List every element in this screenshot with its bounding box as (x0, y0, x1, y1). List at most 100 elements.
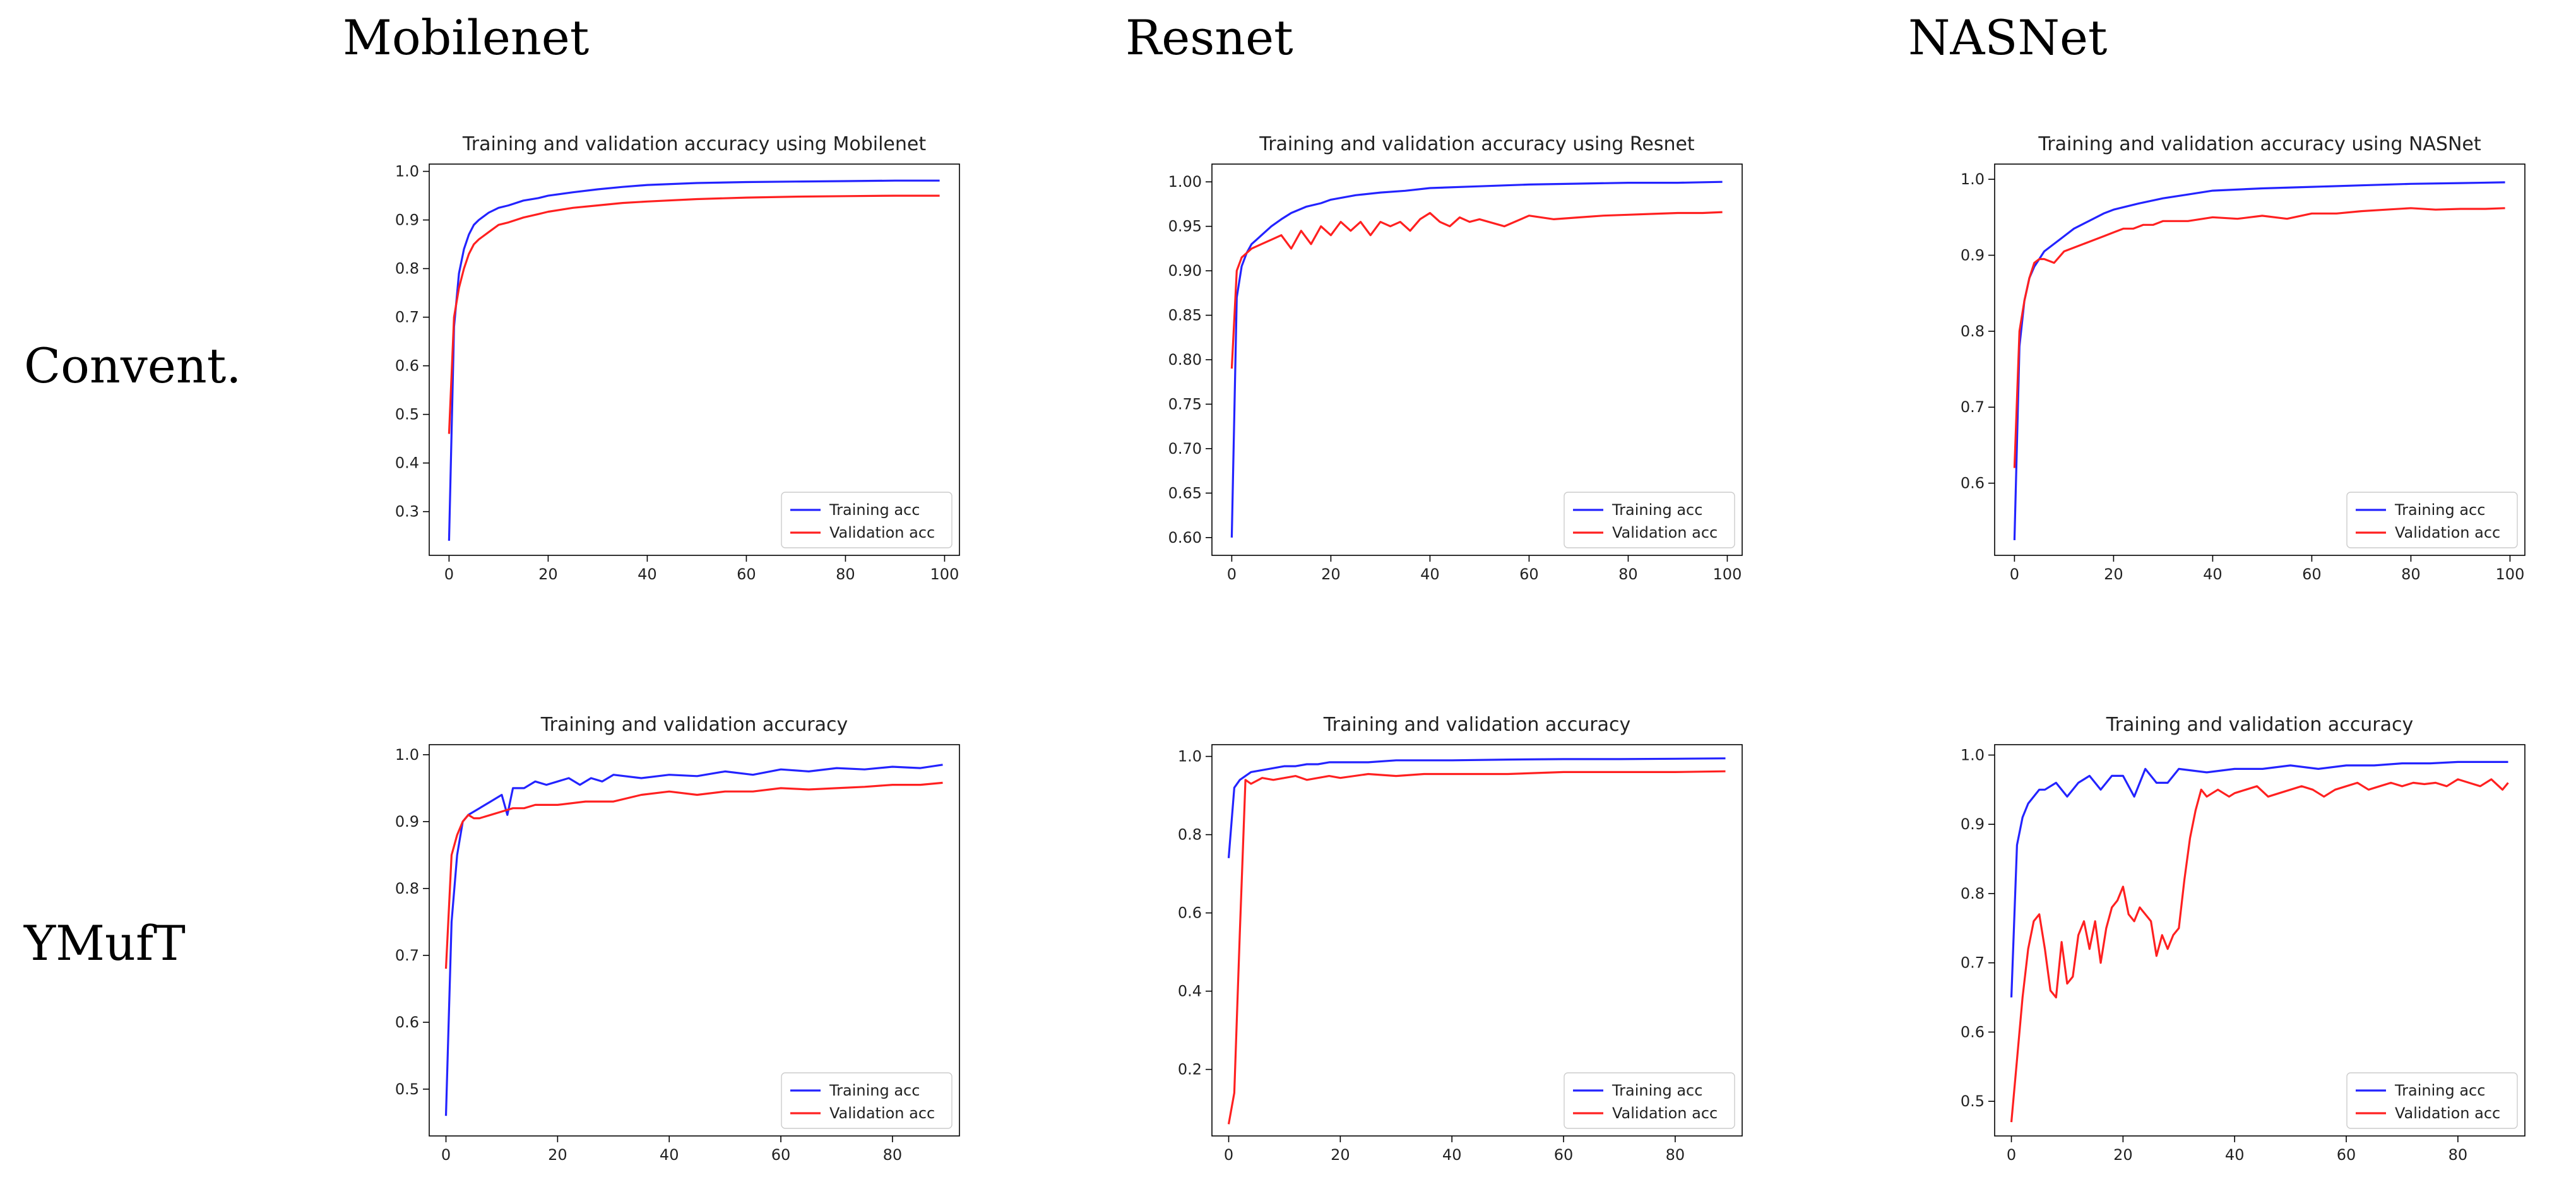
chart-title: Training and validation accuracy using N… (2038, 133, 2481, 155)
y-tick-label: 0.85 (1168, 307, 1202, 324)
chart-svg: Training and validation accuracy 0 20 40 60 8… (1178, 714, 1743, 1164)
chart-conv-resnet: Training and validation accuracy using R… (1130, 123, 1761, 584)
x-tick-label: 40 (2203, 565, 2223, 583)
chart-svg: Training and validation accuracy using N… (1961, 133, 2526, 583)
chart-title: Training and validation accuracy using M… (462, 133, 926, 155)
y-tick-label: 0.6 (395, 1014, 419, 1031)
chart-title: Training and validation accuracy (540, 714, 848, 736)
x-tick-label: 40 (1420, 565, 1440, 583)
x-tick-label: 100 (2496, 565, 2525, 583)
y-tick-label: 0.60 (1168, 529, 1202, 547)
x-tick-label: 60 (1554, 1146, 1574, 1164)
x-tick-label: 20 (1321, 565, 1341, 583)
chart-svg: Training and validation accuracy 0 20 40 60 8… (395, 714, 960, 1164)
legend-label-training: Training acc (829, 501, 920, 519)
legend-box (1564, 492, 1735, 548)
y-tick-label: 0.6 (395, 357, 419, 375)
y-tick-label: 0.75 (1168, 395, 1202, 413)
y-tick-label: 0.6 (1961, 1023, 1985, 1041)
x-tick-label: 80 (836, 565, 855, 583)
legend-label-validation: Validation acc (2395, 1104, 2500, 1122)
x-tick-label: 20 (2113, 1146, 2133, 1164)
chart-svg: Training and validation accuracy using R… (1168, 133, 1743, 583)
chart-title: Training and validation accuracy (2106, 714, 2413, 736)
legend-label-validation: Validation acc (2395, 524, 2500, 541)
chart-title: Training and validation accuracy using R… (1259, 133, 1695, 155)
row-header-ymuft: YMufT (24, 915, 186, 971)
y-tick-label: 0.2 (1178, 1061, 1202, 1079)
y-tick-label: 1.0 (1961, 170, 1985, 188)
legend-box (781, 492, 953, 548)
series-line-training (2010, 760, 2508, 998)
y-tick-label: 0.3 (395, 503, 419, 521)
column-header-nasnet: NASNet (1908, 9, 2108, 66)
chart-ymuft-resnet: Training and validation accuracy 0 20 40 60 8… (1130, 704, 1761, 1164)
x-tick-label: 80 (2401, 565, 2421, 583)
y-tick-label: 0.9 (395, 211, 419, 229)
plot-frame (429, 744, 960, 1137)
y-tick-label: 0.7 (1961, 954, 1985, 972)
x-tick-label: 0 (444, 565, 454, 583)
y-tick-label: 0.8 (1961, 885, 1985, 902)
x-tick-label: 40 (660, 1146, 679, 1164)
chart-ymuft-mobilenet: Training and validation accuracy 0 20 40 60 8… (347, 704, 978, 1164)
series-line-validation (1230, 211, 1723, 369)
y-tick-label: 0.90 (1168, 262, 1202, 280)
y-tick-label: 0.6 (1961, 475, 1985, 492)
plot-frame (429, 163, 960, 556)
legend-label-training: Training acc (2394, 1082, 2485, 1099)
x-tick-label: 40 (2225, 1146, 2245, 1164)
y-tick-label: 0.4 (1178, 983, 1202, 1000)
series-line-training (448, 179, 940, 541)
y-tick-label: 1.0 (1178, 748, 1202, 765)
legend-label-validation: Validation acc (1612, 524, 1718, 541)
plot-frame (1211, 744, 1743, 1137)
y-tick-label: 0.80 (1168, 351, 1202, 369)
plot-frame (1994, 163, 2526, 556)
y-tick-label: 0.65 (1168, 484, 1202, 502)
y-tick-label: 1.00 (1168, 173, 1202, 191)
y-tick-label: 1.0 (395, 746, 419, 764)
legend-label-training: Training acc (1611, 1082, 1702, 1099)
x-tick-label: 80 (1666, 1146, 1685, 1164)
series-line-training (1227, 757, 1726, 858)
series-line-training (1230, 180, 1723, 538)
column-header-resnet: Resnet (1125, 9, 1293, 66)
y-tick-label: 0.5 (1961, 1092, 1985, 1110)
y-tick-label: 0.70 (1168, 440, 1202, 458)
y-tick-label: 0.95 (1168, 218, 1202, 235)
x-tick-label: 0 (441, 1146, 451, 1164)
x-tick-label: 80 (1618, 565, 1638, 583)
chart-conv-nasnet: Training and validation accuracy using N… (1913, 123, 2544, 584)
series-line-validation (2010, 778, 2509, 1123)
y-tick-label: 0.5 (395, 406, 419, 423)
x-tick-label: 0 (1227, 565, 1237, 583)
legend-box (2346, 1072, 2518, 1129)
y-tick-label: 0.5 (395, 1080, 419, 1098)
x-tick-label: 20 (2104, 565, 2123, 583)
x-tick-label: 20 (1331, 1146, 1350, 1164)
legend-box (2346, 492, 2518, 548)
chart-ymuft-nasnet: Training and validation accuracy 0 20 40 60 8… (1913, 704, 2544, 1164)
y-tick-label: 0.9 (1961, 815, 1985, 833)
y-tick-label: 0.9 (1961, 246, 1985, 264)
x-tick-label: 80 (883, 1146, 903, 1164)
plot-frame (1994, 744, 2526, 1137)
x-tick-label: 60 (737, 565, 756, 583)
series-line-training (444, 764, 943, 1116)
column-header-mobilenet: Mobilenet (343, 9, 590, 66)
x-tick-label: 40 (638, 565, 657, 583)
legend-label-validation: Validation acc (829, 1104, 935, 1122)
series-line-validation (1227, 770, 1726, 1125)
y-tick-label: 0.7 (1961, 398, 1985, 416)
x-tick-label: 100 (1713, 565, 1742, 583)
y-tick-label: 0.8 (1961, 322, 1985, 340)
series-line-validation (2013, 207, 2505, 468)
x-tick-label: 60 (2337, 1146, 2356, 1164)
y-tick-label: 0.8 (1178, 826, 1202, 844)
legend-box (781, 1072, 953, 1129)
legend-label-validation: Validation acc (1612, 1104, 1718, 1122)
legend-label-training: Training acc (829, 1082, 920, 1099)
chart-conv-mobilenet: Training and validation accuracy using M… (347, 123, 978, 584)
x-tick-label: 60 (1519, 565, 1539, 583)
